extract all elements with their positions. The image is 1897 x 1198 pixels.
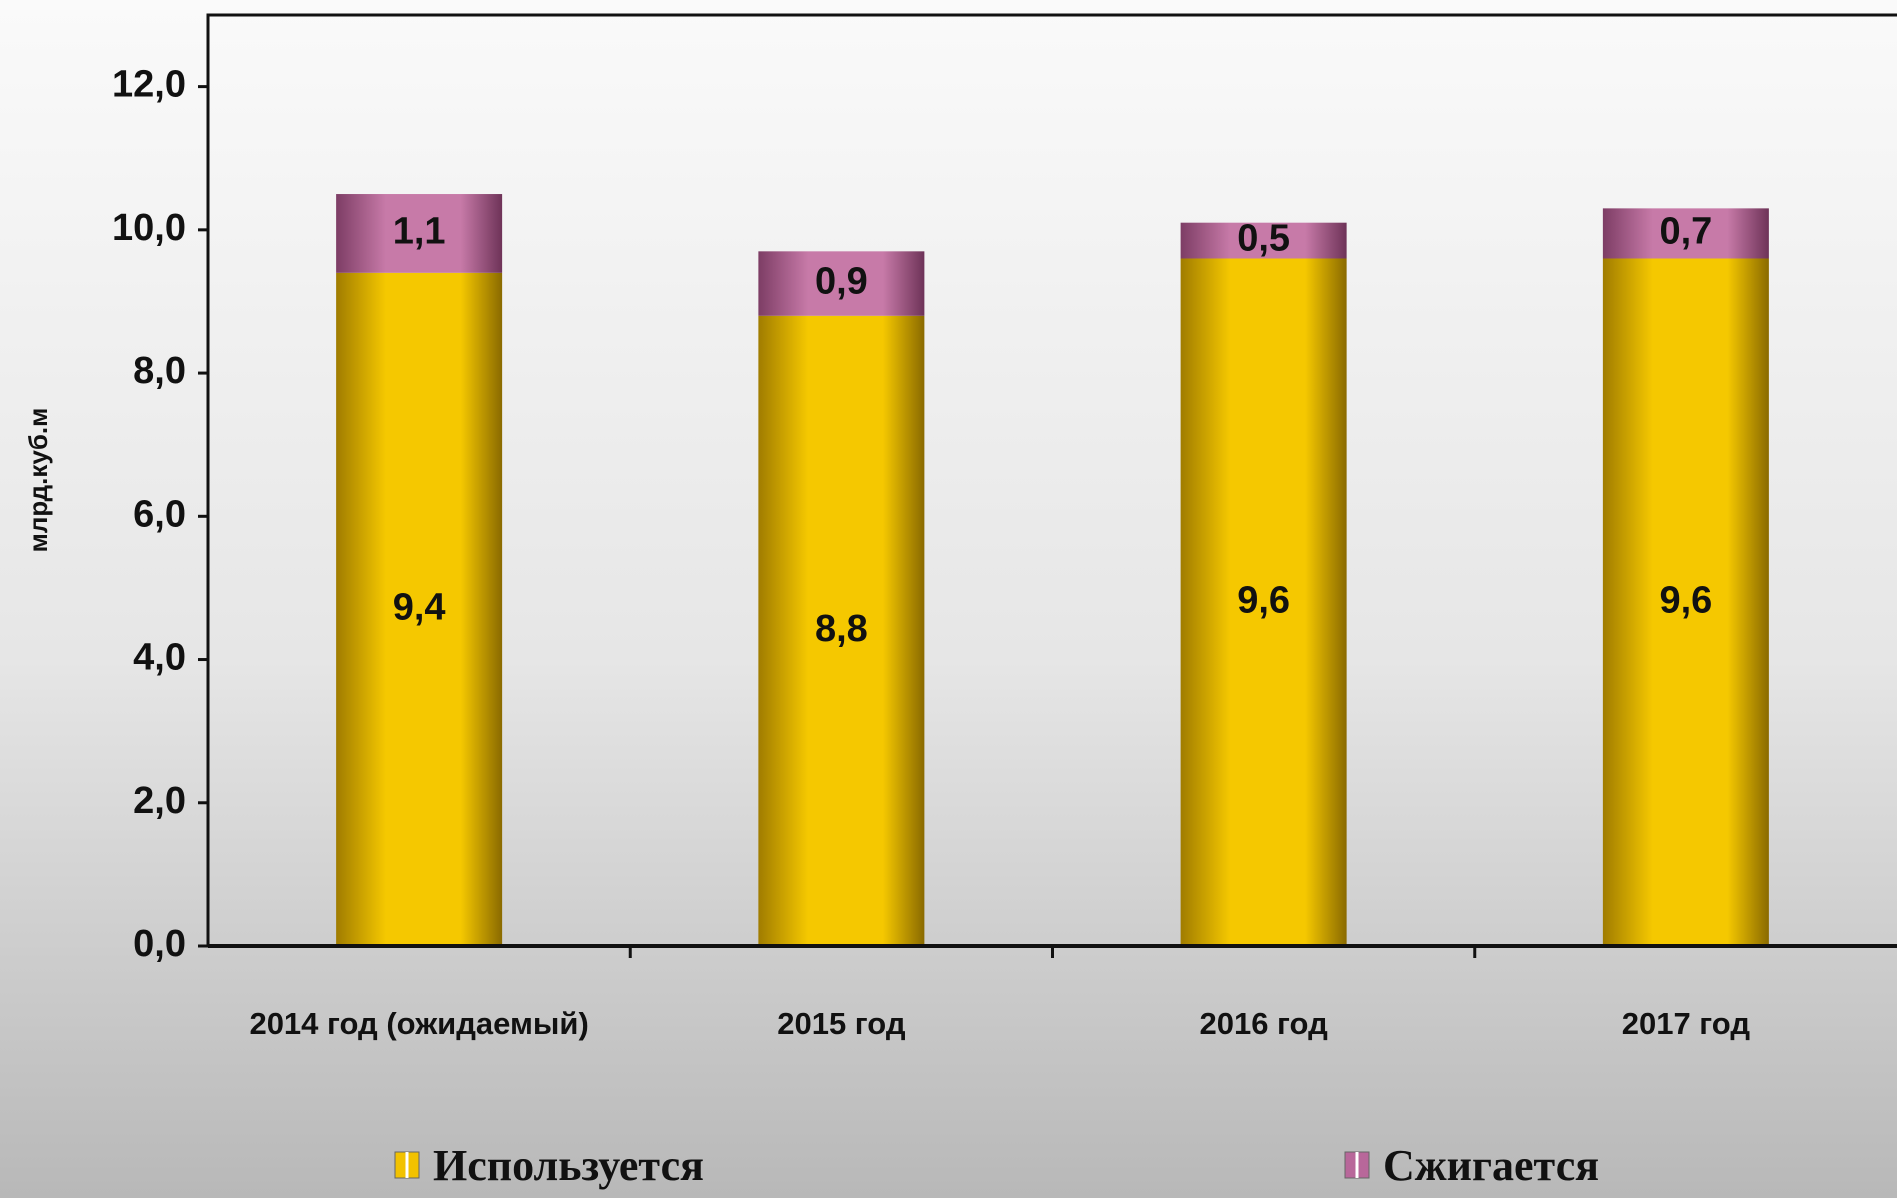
bar-segment xyxy=(1602,208,1769,259)
value-label: 0,9 xyxy=(815,261,868,303)
value-label: 0,5 xyxy=(1237,218,1290,260)
bar-segment xyxy=(336,272,503,946)
value-label: 9,6 xyxy=(1659,579,1712,621)
bar-segment xyxy=(1602,258,1769,946)
y-tick-label: 12,0 xyxy=(112,64,186,106)
bar-segment xyxy=(1180,258,1347,946)
value-label: 0,7 xyxy=(1659,210,1712,252)
legend-label: Сжигается xyxy=(1383,1141,1599,1190)
legend-label: Используется xyxy=(433,1141,704,1190)
y-tick-label: 6,0 xyxy=(133,493,186,535)
bar-segment xyxy=(758,251,925,316)
y-tick-label: 0,0 xyxy=(133,923,186,965)
value-label: 9,6 xyxy=(1237,579,1290,621)
bar-segment xyxy=(758,315,925,946)
value-label: 8,8 xyxy=(815,608,868,650)
x-tick-label: 2016 год xyxy=(1199,1006,1328,1041)
value-label: 1,1 xyxy=(393,210,446,252)
y-axis-label: млрд.куб.м xyxy=(23,408,53,553)
x-tick-label: 2015 год xyxy=(777,1006,906,1041)
x-tick-label: 2014 год (ожидаемый) xyxy=(249,1006,588,1041)
value-label: 9,4 xyxy=(393,586,446,628)
x-tick-label: 2017 год xyxy=(1622,1006,1751,1041)
bar-segment xyxy=(1180,222,1347,259)
bar-segment xyxy=(336,194,503,273)
y-tick-label: 8,0 xyxy=(133,350,186,392)
y-tick-label: 2,0 xyxy=(133,780,186,822)
y-tick-label: 4,0 xyxy=(133,637,186,679)
y-tick-label: 10,0 xyxy=(112,207,186,249)
